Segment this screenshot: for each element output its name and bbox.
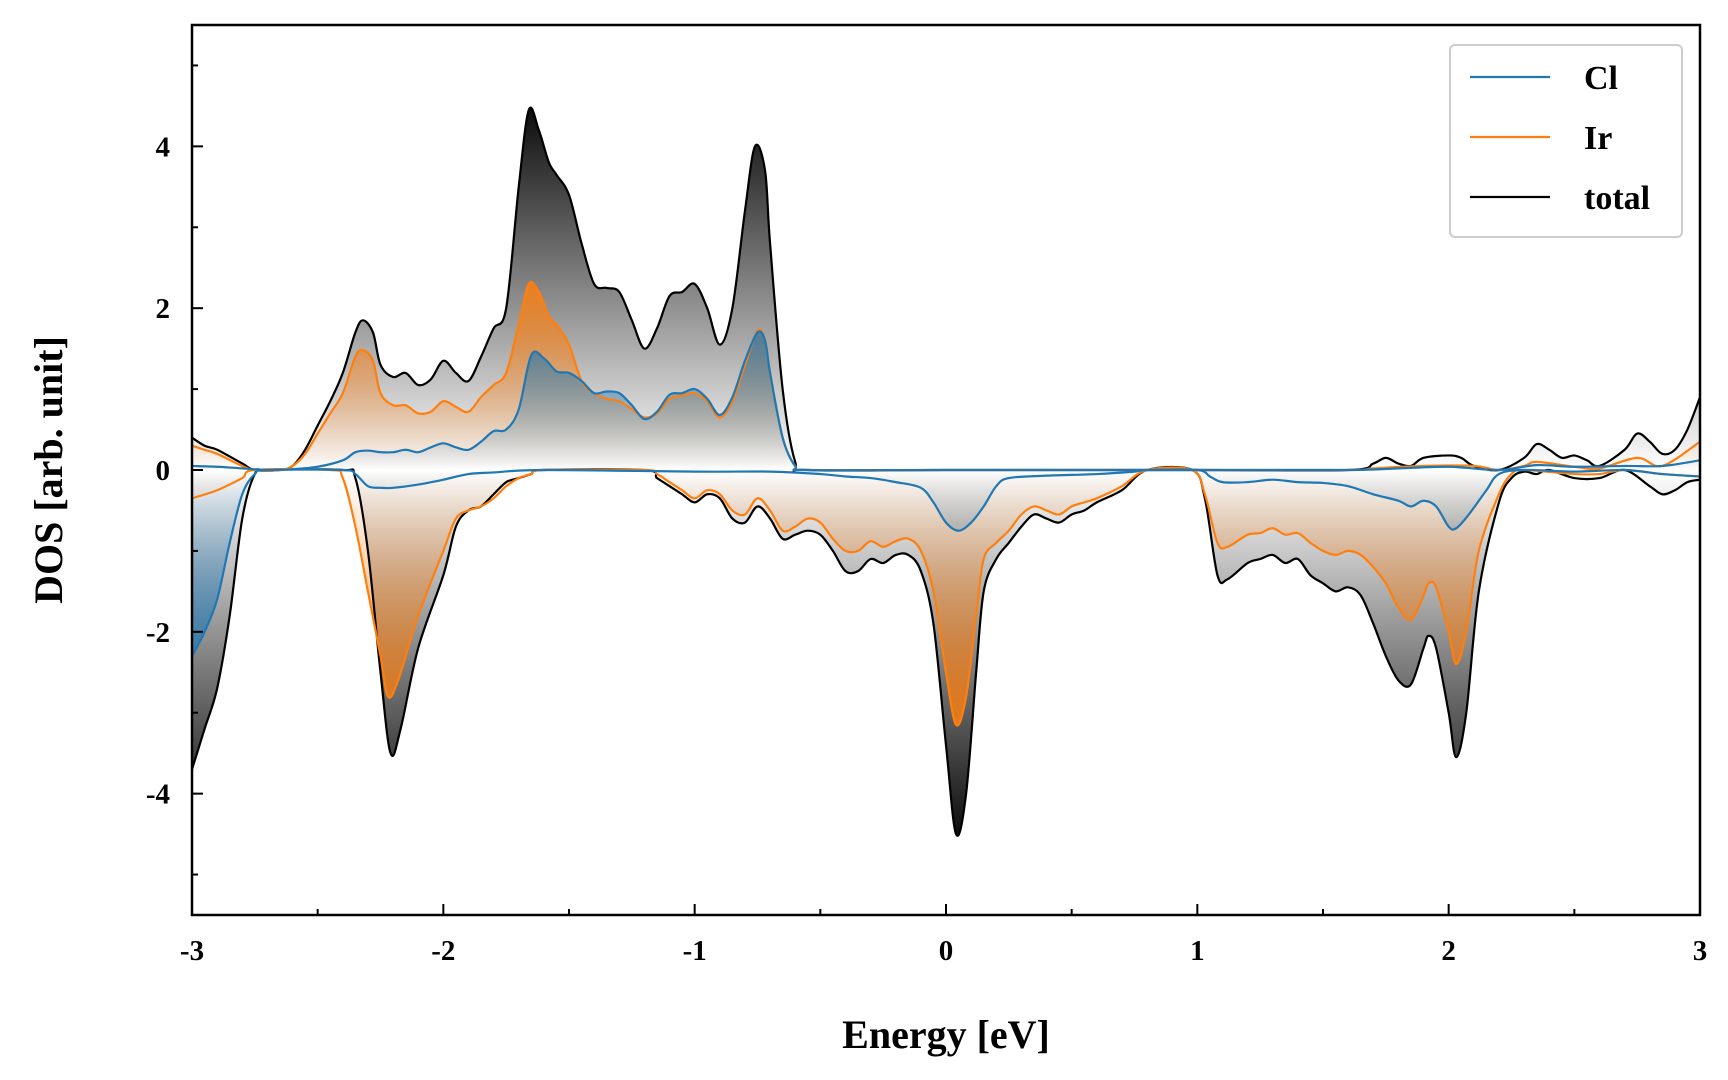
y-tick-label: 2	[156, 293, 171, 325]
dos-line-layer	[192, 106, 1700, 837]
legend-label: Ir	[1584, 120, 1612, 157]
y-tick-label: -2	[146, 617, 170, 649]
y-tick-label: 4	[156, 131, 171, 163]
y-axis-label: DOS [arb. unit]	[26, 336, 71, 604]
x-tick-label: -1	[683, 935, 707, 967]
x-tick-label: -2	[431, 935, 455, 967]
x-axis-ticks: -3 -2 -1 0 1 2 3	[180, 904, 1707, 967]
y-tick-label: 0	[156, 455, 171, 487]
x-tick-label: 2	[1441, 935, 1456, 967]
total-up-line	[192, 106, 1700, 472]
ir-down-line	[192, 466, 1700, 727]
legend: Cl Ir total	[1449, 44, 1683, 238]
x-tick-label: 1	[1190, 935, 1205, 967]
cl-down-line	[192, 468, 1700, 657]
legend-label: Cl	[1584, 60, 1618, 97]
ir-down-fill	[192, 467, 1700, 726]
legend-label: total	[1584, 180, 1650, 217]
cl-down-fill	[192, 469, 1700, 657]
y-axis-ticks: -4 -2 0 2 4	[146, 64, 203, 876]
x-tick-label: -3	[180, 935, 204, 967]
x-tick-label: 0	[939, 935, 954, 967]
x-axis-label: Energy [eV]	[842, 1012, 1050, 1057]
x-tick-label: 3	[1693, 935, 1708, 967]
cl-up-fill	[192, 331, 1700, 471]
y-tick-label: -4	[146, 779, 170, 811]
legend-box	[1449, 44, 1683, 238]
ir-up-fill	[192, 282, 1700, 471]
